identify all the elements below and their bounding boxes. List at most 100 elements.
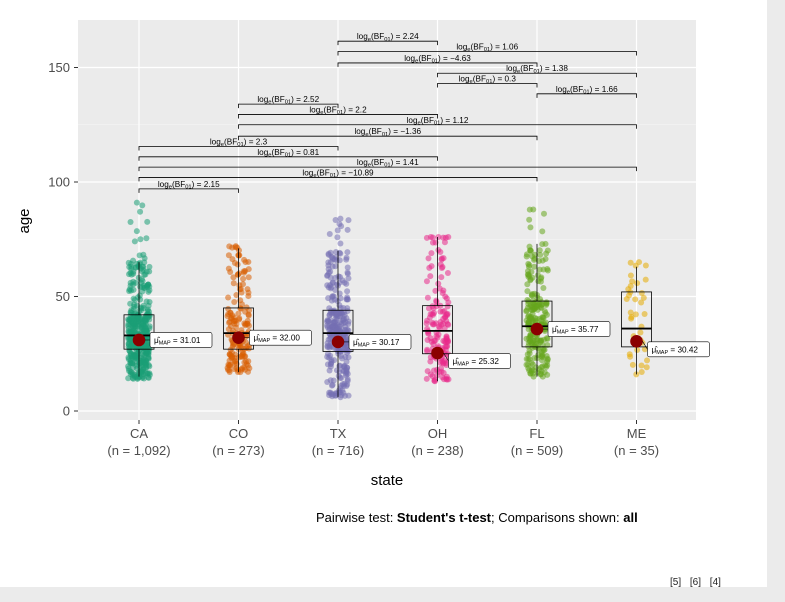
data-point: [640, 294, 647, 301]
pairwise-bf-label: loge(BF01) = 2.15: [158, 180, 220, 191]
x-tick-count: (n = 716): [312, 443, 364, 458]
data-point: [626, 292, 633, 299]
data-point: [444, 270, 451, 277]
x-tick-count: (n = 238): [411, 443, 463, 458]
data-point: [527, 335, 534, 342]
data-point: [139, 263, 146, 270]
data-point: [644, 357, 651, 364]
data-point: [137, 304, 144, 311]
map-estimate-dot: [132, 333, 146, 347]
data-point: [542, 240, 549, 247]
data-point: [538, 337, 545, 344]
data-point: [236, 252, 243, 259]
data-point: [329, 293, 336, 300]
box-iqr: [322, 309, 354, 352]
data-point: [143, 268, 150, 275]
data-point: [438, 365, 445, 372]
data-point: [544, 335, 551, 342]
data-point: [427, 233, 434, 240]
data-point: [342, 345, 349, 352]
map-estimate-dot: [331, 335, 345, 349]
data-point: [143, 359, 150, 366]
data-point: [538, 317, 545, 324]
data-point: [540, 285, 547, 292]
data-point: [242, 321, 249, 328]
data-point: [526, 367, 533, 374]
x-tick-label: ME: [627, 426, 647, 441]
data-point: [632, 296, 639, 303]
data-point: [638, 362, 645, 369]
caption-test: Student's t-test: [396, 510, 492, 525]
map-label-box: [448, 353, 511, 369]
data-point: [424, 294, 431, 301]
pairwise-bf-label: loge(BF01) = 1.66: [556, 85, 618, 96]
data-point: [327, 274, 334, 281]
data-point: [335, 310, 342, 317]
data-point: [627, 272, 634, 279]
data-point: [625, 286, 632, 293]
data-point: [335, 373, 342, 380]
data-point: [345, 321, 352, 328]
map-label-box: [647, 341, 710, 358]
pairwise-bracket: [138, 156, 438, 161]
pairwise-bracket: [138, 166, 637, 172]
data-point: [125, 375, 132, 382]
data-point: [425, 305, 432, 312]
data-point: [338, 223, 345, 230]
data-point: [137, 208, 144, 215]
data-point: [326, 389, 333, 396]
data-point: [525, 343, 532, 350]
data-point: [638, 299, 645, 306]
pairwise-bf-label: loge(BF01) = 2.2: [309, 105, 367, 116]
data-point: [233, 292, 240, 299]
data-point: [139, 202, 146, 209]
data-point: [533, 341, 540, 348]
data-point: [245, 266, 252, 273]
map-estimate-dot: [530, 322, 544, 336]
data-point: [427, 358, 434, 365]
data-point: [146, 287, 153, 294]
data-point: [230, 274, 237, 281]
y-axis-title: age: [16, 208, 33, 233]
x-tick-label: CO: [229, 426, 249, 441]
data-point: [231, 298, 238, 305]
data-point: [337, 389, 344, 396]
data-point: [626, 351, 633, 358]
pairwise-bracket: [437, 72, 637, 78]
data-point: [443, 311, 450, 318]
data-point: [131, 303, 138, 310]
map-label: μ̂MAP = 30.42: [652, 345, 699, 356]
data-point: [233, 324, 240, 331]
x-tick-label: OH: [428, 426, 448, 441]
data-point: [232, 243, 239, 250]
reference-links[interactable]: [5] [6] [4]: [670, 577, 721, 588]
x-tick-label: FL: [529, 426, 544, 441]
data-point: [429, 321, 436, 328]
pairwise-bracket: [238, 124, 637, 129]
data-point: [238, 301, 245, 308]
data-point: [435, 323, 442, 330]
data-point: [440, 234, 447, 241]
data-point: [127, 318, 134, 325]
data-point: [135, 323, 142, 330]
data-point: [636, 259, 643, 266]
data-point: [445, 233, 452, 240]
plot-panel: [78, 20, 696, 420]
data-point: [539, 363, 546, 370]
pairwise-bracket: [536, 93, 637, 98]
y-tick-label: 150: [48, 60, 70, 75]
data-point: [329, 256, 336, 263]
data-point: [225, 252, 232, 259]
data-point: [136, 360, 143, 367]
data-point: [343, 358, 350, 365]
data-point: [326, 231, 333, 238]
data-point: [332, 249, 339, 256]
data-point: [542, 255, 549, 262]
data-point: [529, 304, 536, 311]
data-point: [142, 317, 149, 324]
data-point: [231, 260, 238, 267]
data-point: [339, 355, 346, 362]
data-point: [144, 218, 151, 225]
